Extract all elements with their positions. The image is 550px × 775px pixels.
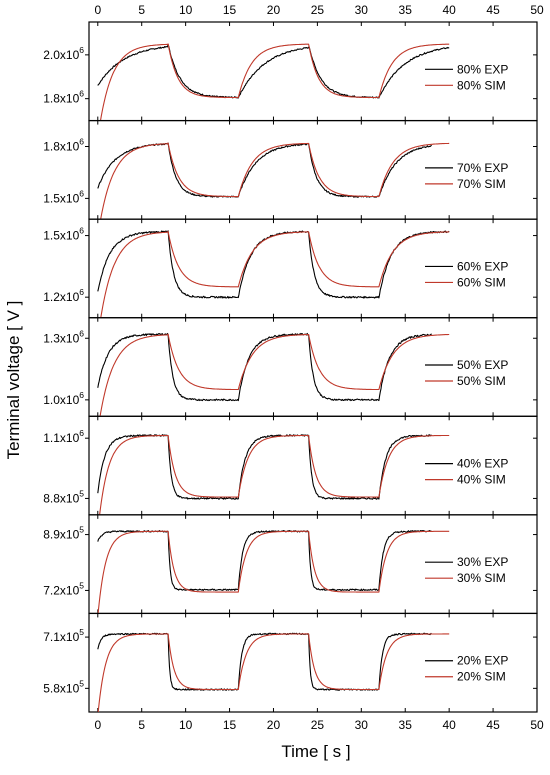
y-tick-label: 1.5x106 — [43, 226, 84, 243]
series-line-30-sim — [97, 530, 450, 614]
legend-label: 50% SIM — [457, 374, 506, 388]
legend: 70% EXP 70% SIM — [425, 161, 508, 191]
legend-label: 60% EXP — [457, 259, 508, 273]
legend: 40% EXP 40% SIM — [425, 457, 508, 487]
panel-3: 1.5x106 1.2x106 60% EXP 60% SIM — [43, 218, 538, 319]
series-line-30-exp — [97, 530, 432, 592]
x-tick-label-bottom: 10 — [179, 718, 193, 732]
series-line-50-exp — [97, 332, 432, 402]
x-tick-label-top: 35 — [399, 3, 413, 17]
series-line-80-exp — [97, 43, 450, 99]
y-axis-title: Terminal voltage [ V ] — [4, 301, 23, 460]
legend-label: 70% EXP — [457, 161, 508, 175]
y-tick-label: 8.9x105 — [43, 525, 84, 542]
x-axis-title: Time [ s ] — [281, 742, 350, 761]
x-tick-label-bottom: 0 — [94, 718, 101, 732]
y-tick-label: 1.3x106 — [43, 328, 84, 345]
x-tick-label-bottom: 35 — [399, 718, 413, 732]
y-tick-label: 1.2x106 — [43, 287, 84, 304]
series-line-40-exp — [97, 434, 432, 500]
x-tick-label-bottom: 50 — [530, 718, 544, 732]
series-line-60-exp — [97, 230, 450, 299]
legend-label: 30% EXP — [457, 555, 508, 569]
y-tick-label: 1.5x106 — [43, 188, 84, 205]
legend-label: 80% SIM — [457, 78, 506, 92]
legend: 20% EXP 20% SIM — [425, 654, 508, 684]
legend-label: 40% SIM — [457, 473, 506, 487]
x-tick-label-top: 10 — [179, 3, 193, 17]
x-tick-label-top: 25 — [311, 3, 325, 17]
x-tick-label-top: 20 — [267, 3, 281, 17]
legend: 80% EXP 80% SIM — [425, 62, 508, 92]
series-line-20-exp — [97, 632, 433, 691]
series-line-70-sim — [100, 142, 450, 220]
panel-7: 7.1x105 5.8x105 20% EXP 20% SIM — [43, 612, 538, 713]
legend-label: 80% EXP — [457, 62, 508, 76]
x-tick-label-top: 45 — [486, 3, 500, 17]
x-tick-label-bottom: 5 — [138, 718, 145, 732]
legend: 60% EXP 60% SIM — [425, 259, 508, 289]
legend-label: 60% SIM — [457, 275, 506, 289]
panel-2: 1.8x106 1.5x106 70% EXP 70% SIM — [43, 119, 538, 220]
x-tick-label-bottom: 25 — [311, 718, 325, 732]
legend: 30% EXP 30% SIM — [425, 555, 508, 585]
series-line-80-sim — [99, 43, 450, 121]
legend-label: 70% SIM — [457, 177, 506, 191]
series-line-40-sim — [99, 434, 450, 515]
series-line-50-sim — [99, 333, 450, 417]
legend-label: 40% EXP — [457, 457, 508, 471]
x-tick-label-bottom: 15 — [223, 718, 237, 732]
y-tick-label: 1.8x106 — [43, 89, 84, 106]
x-tick-label-top: 30 — [355, 3, 369, 17]
x-axis-top: 0 5 10 15 20 25 30 35 40 45 50 — [94, 3, 544, 17]
y-tick-label: 1.1x106 — [43, 428, 84, 445]
x-tick-label-top: 15 — [223, 3, 237, 17]
panel-6: 8.9x105 7.2x105 30% EXP 30% SIM — [43, 514, 538, 615]
series-line-20-sim — [97, 633, 450, 713]
legend-label: 30% SIM — [457, 571, 506, 585]
x-tick-label-bottom: 40 — [442, 718, 456, 732]
x-tick-label-bottom: 20 — [267, 718, 281, 732]
x-axis-bottom: 0 5 10 15 20 25 30 35 40 45 50 — [94, 718, 544, 732]
legend-label: 20% EXP — [457, 654, 508, 668]
y-tick-label: 1.0x106 — [43, 390, 84, 407]
y-tick-label: 7.2x105 — [43, 580, 84, 597]
legend-label: 20% SIM — [457, 670, 506, 684]
y-tick-label: 1.8x106 — [43, 137, 84, 154]
x-tick-label-top: 50 — [530, 3, 544, 17]
y-tick-label: 7.1x105 — [43, 627, 84, 644]
chart-panels: 2.0x106 1.8x106 80% EXP 80% SIM 1.8x106 1.5x1… — [43, 21, 538, 713]
panel-4: 1.3x106 1.0x106 50% EXP 50% SIM — [43, 317, 538, 417]
panel-5: 1.1x106 8.8x105 40% EXP 40% SIM — [43, 415, 538, 516]
panel-frame — [88, 612, 538, 713]
y-tick-label: 5.8x105 — [43, 678, 84, 695]
series-line-60-sim — [100, 230, 450, 318]
y-tick-label: 2.0x106 — [43, 45, 84, 62]
x-tick-label-top: 0 — [94, 3, 101, 17]
x-tick-label-bottom: 45 — [486, 718, 500, 732]
x-tick-label-top: 40 — [442, 3, 456, 17]
x-tick-label-top: 5 — [138, 3, 145, 17]
legend-label: 50% EXP — [457, 358, 508, 372]
y-tick-label: 8.8x105 — [43, 488, 84, 505]
legend: 50% EXP 50% SIM — [425, 358, 508, 388]
x-tick-label-bottom: 30 — [355, 718, 369, 732]
